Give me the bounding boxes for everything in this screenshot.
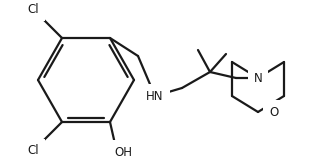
Text: Cl: Cl (27, 3, 39, 15)
Text: O: O (269, 105, 279, 118)
Text: Cl: Cl (27, 145, 39, 157)
Text: HN: HN (146, 90, 164, 103)
Text: OH: OH (114, 146, 132, 158)
Text: N: N (254, 71, 262, 85)
